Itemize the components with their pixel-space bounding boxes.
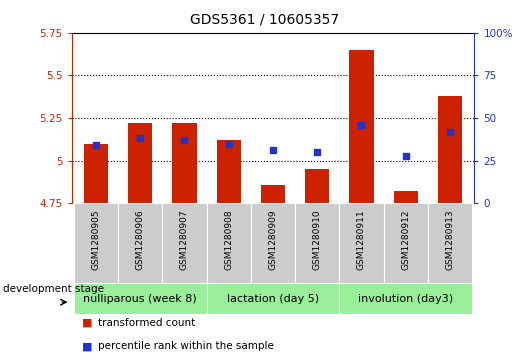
Text: GSM1280913: GSM1280913 [446,210,455,270]
Point [224,141,233,147]
Point [313,149,322,155]
Bar [207,203,251,283]
Text: GSM1280909: GSM1280909 [269,210,277,270]
Text: GSM1280911: GSM1280911 [357,210,366,270]
Point [180,137,189,143]
Text: GSM1280907: GSM1280907 [180,210,189,270]
Bar [428,203,472,283]
Point [269,147,277,153]
Point [402,152,410,158]
Bar [207,283,339,314]
Text: nulliparous (week 8): nulliparous (week 8) [83,294,197,303]
Bar [339,203,384,283]
Text: GDS5361 / 10605357: GDS5361 / 10605357 [190,13,340,27]
Bar [394,191,418,203]
Text: transformed count: transformed count [98,318,195,328]
Text: GSM1280906: GSM1280906 [136,210,145,270]
Bar [251,203,295,283]
Point [446,129,454,135]
Text: development stage: development stage [3,285,104,294]
Bar [349,50,374,203]
Bar [118,203,162,283]
Bar [217,140,241,203]
Bar [172,123,197,203]
Bar [384,203,428,283]
Bar [305,169,329,203]
Bar [162,203,207,283]
Point [357,122,366,128]
Text: ■: ■ [82,318,93,328]
Bar [84,144,108,203]
Text: GSM1280910: GSM1280910 [313,210,322,270]
Text: percentile rank within the sample: percentile rank within the sample [98,341,274,351]
Text: involution (day3): involution (day3) [358,294,453,303]
Point [136,135,144,141]
Bar [128,123,152,203]
Text: GSM1280905: GSM1280905 [91,210,100,270]
Text: lactation (day 5): lactation (day 5) [227,294,319,303]
Point [92,142,100,148]
Bar [339,283,472,314]
Bar [74,203,118,283]
Text: GSM1280912: GSM1280912 [401,210,410,270]
Bar [438,96,462,203]
Bar [261,184,285,203]
Bar [295,203,339,283]
Text: GSM1280908: GSM1280908 [224,210,233,270]
Bar [74,283,207,314]
Text: ■: ■ [82,341,93,351]
